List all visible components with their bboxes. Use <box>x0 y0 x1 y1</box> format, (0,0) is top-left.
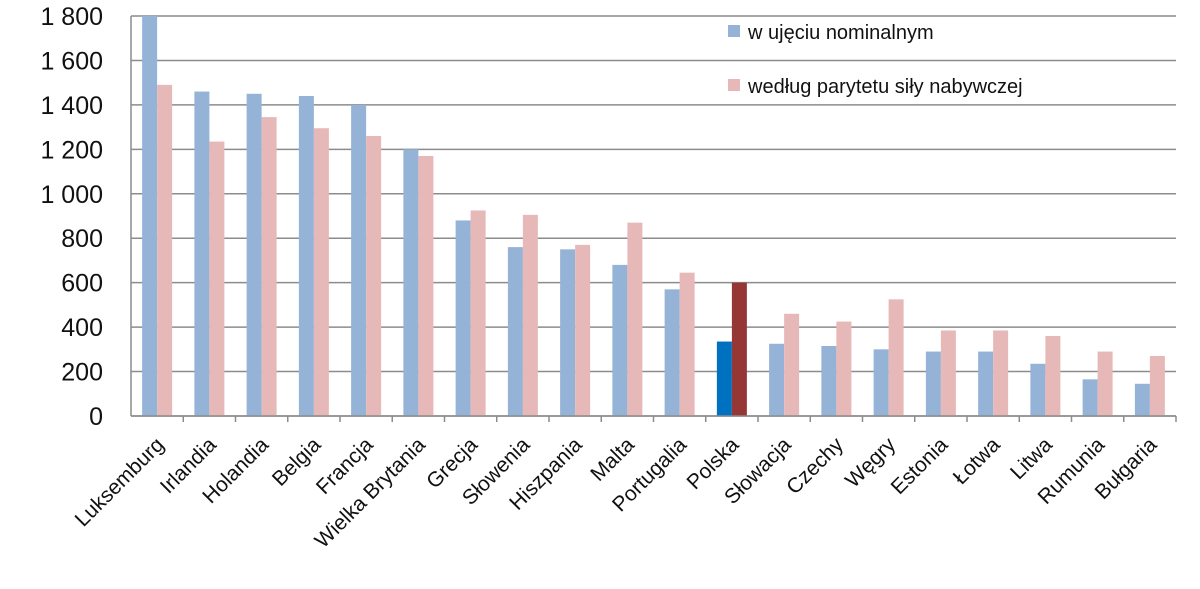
y-tick-label: 1 600 <box>40 47 103 75</box>
legend-swatch-ppp <box>728 79 740 91</box>
bar-nominal <box>246 93 262 417</box>
bar-nominal <box>664 289 680 416</box>
bar-nominal <box>1082 379 1098 416</box>
legend-swatch-nominal <box>728 25 740 37</box>
y-tick-label: 1 800 <box>40 3 103 31</box>
x-tick-label: Łotwa <box>949 433 1005 489</box>
bar-nominal <box>507 247 523 416</box>
bar-nominal <box>978 351 994 416</box>
bar-ppp <box>679 272 695 416</box>
bar-ppp <box>731 282 747 416</box>
bar-nominal <box>873 349 889 416</box>
bar-nominal <box>194 91 210 417</box>
bar-ppp <box>261 117 277 416</box>
bar-nominal <box>1134 383 1150 416</box>
y-tick-label: 600 <box>61 270 103 298</box>
bar-nominal <box>142 16 158 416</box>
bar-nominal <box>769 343 785 416</box>
bar-nominal <box>351 104 367 416</box>
bar-nominal <box>560 249 576 416</box>
bar-ppp <box>209 141 225 417</box>
y-tick-label: 400 <box>61 314 103 342</box>
bar-ppp <box>470 210 486 416</box>
bar-ppp <box>313 128 329 416</box>
legend: w ujęciu nominalnym według parytetu siły… <box>728 22 1023 98</box>
bar-ppp <box>157 84 173 416</box>
y-tick-label: 800 <box>61 225 103 253</box>
bar-ppp <box>888 299 904 416</box>
bars <box>142 16 1165 417</box>
legend-label-ppp: według parytetu siły nabywczej <box>747 76 1023 98</box>
bar-ppp <box>993 330 1009 416</box>
legend-label-nominal: w ujęciu nominalnym <box>747 22 934 44</box>
bar-ppp <box>522 214 538 416</box>
bar-ppp <box>366 136 382 416</box>
y-tick-label: 1 200 <box>40 136 103 164</box>
y-axis: 0 200 400 600 800 1 000 1 200 1 400 1 600 1 800 <box>40 3 132 431</box>
x-tick-label: Czechy <box>782 433 848 499</box>
bar-nominal <box>821 346 837 416</box>
bar-ppp <box>575 244 591 416</box>
bar-nominal <box>298 96 314 416</box>
bar-ppp <box>1097 351 1113 416</box>
bar-nominal <box>716 341 732 416</box>
bar-nominal <box>403 149 419 417</box>
bar-ppp <box>627 222 643 416</box>
y-tick-label: 1 000 <box>40 181 103 209</box>
bar-ppp <box>1045 336 1061 416</box>
bar-ppp <box>418 156 434 416</box>
bar-ppp <box>940 330 956 416</box>
bar-nominal <box>612 264 628 416</box>
x-tick-label: Estonia <box>887 433 953 499</box>
x-axis: LuksemburgIrlandiaHolandiaBelgiaFrancjaW… <box>71 415 1177 553</box>
bar-ppp <box>1149 356 1165 416</box>
bar-ppp <box>836 321 852 416</box>
y-tick-label: 0 <box>89 403 103 431</box>
bar-ppp <box>784 313 800 416</box>
y-tick-label: 200 <box>61 359 103 387</box>
x-tick-label: Luksemburg <box>71 433 169 531</box>
bar-nominal <box>925 351 941 416</box>
bar-nominal <box>1030 363 1046 416</box>
bar-nominal <box>455 220 471 416</box>
y-tick-label: 1 400 <box>40 92 103 120</box>
